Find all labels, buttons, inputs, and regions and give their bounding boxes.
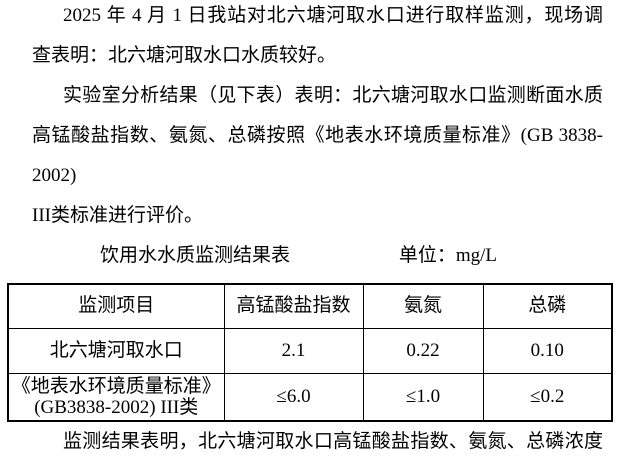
paragraph-conclusion: 监测结果表明，北六塘河取水口高锰酸盐指数、氨氮、总磷浓度 均未超过《地表水环境质… [32, 422, 603, 466]
paragraph-line: 均未超过《地表水环境质量标准》III类标准限值。 [32, 462, 603, 466]
cell-permanganate-limit: ≤6.0 [223, 372, 364, 422]
paragraph-line: III类标准进行评价。 [32, 205, 203, 226]
cell-phosphorus-limit: ≤0.2 [482, 372, 613, 422]
table-row-sample-site: 北六塘河取水口 2.1 0.22 0.10 [7, 327, 613, 374]
paragraph-field-survey: 2025 年 4 月 1 日我站对北六塘河取水口进行取样监测，现场调 查表明：北… [32, 0, 603, 76]
paragraph-line: 高锰酸盐指数、氨氮、总磷按照《地表水环境质量标准》(GB 3838-2002) [32, 125, 603, 186]
paragraph-line: 监测结果表明，北六塘河取水口高锰酸盐指数、氨氮、总磷浓度 [63, 431, 603, 452]
paragraph-line: 查表明：北六塘河取水口水质较好。 [32, 45, 337, 66]
table-caption: 饮用水水质监测结果表 单位：mg/L [100, 236, 497, 276]
water-quality-results-table: 监测项目 高锰酸盐指数 氨氮 总磷 北六塘河取水口 2.1 0.22 0.10 … [7, 283, 613, 422]
header-cell-total-phosphorus: 总磷 [482, 283, 613, 329]
cell-phosphorus-value: 0.10 [482, 327, 613, 374]
cell-permanganate-value: 2.1 [223, 327, 364, 374]
paragraph-lab-analysis: 实验室分析结果（见下表）表明：北六塘河取水口监测断面水质 高锰酸盐指数、氨氮、总… [32, 76, 603, 236]
paragraph-line: 2025 年 4 月 1 日我站对北六塘河取水口进行取样监测，现场调 [63, 5, 603, 26]
header-cell-monitoring-item: 监测项目 [7, 283, 225, 329]
table-caption-title: 饮用水水质监测结果表 [100, 245, 291, 266]
table-unit-label: 单位：mg/L [398, 245, 497, 266]
cell-site-name: 北六塘河取水口 [7, 327, 225, 374]
table-row-standard-limits: 《地表水环境质量标准》 (GB3838-2002) III类 ≤6.0 ≤1.0… [7, 372, 613, 422]
table-header-row: 监测项目 高锰酸盐指数 氨氮 总磷 [7, 283, 613, 329]
header-cell-ammonia-nitrogen: 氨氮 [362, 283, 484, 329]
standard-name-line-1: 《地表水环境质量标准》 [11, 375, 221, 397]
paragraph-line: 实验室分析结果（见下表）表明：北六塘河取水口监测断面水质 [63, 85, 603, 106]
header-cell-permanganate-index: 高锰酸盐指数 [223, 283, 364, 329]
cell-standard-name: 《地表水环境质量标准》 (GB3838-2002) III类 [7, 372, 225, 422]
cell-ammonia-limit: ≤1.0 [362, 372, 484, 422]
cell-ammonia-value: 0.22 [362, 327, 484, 374]
standard-name-line-2: (GB3838-2002) III类 [34, 396, 199, 418]
